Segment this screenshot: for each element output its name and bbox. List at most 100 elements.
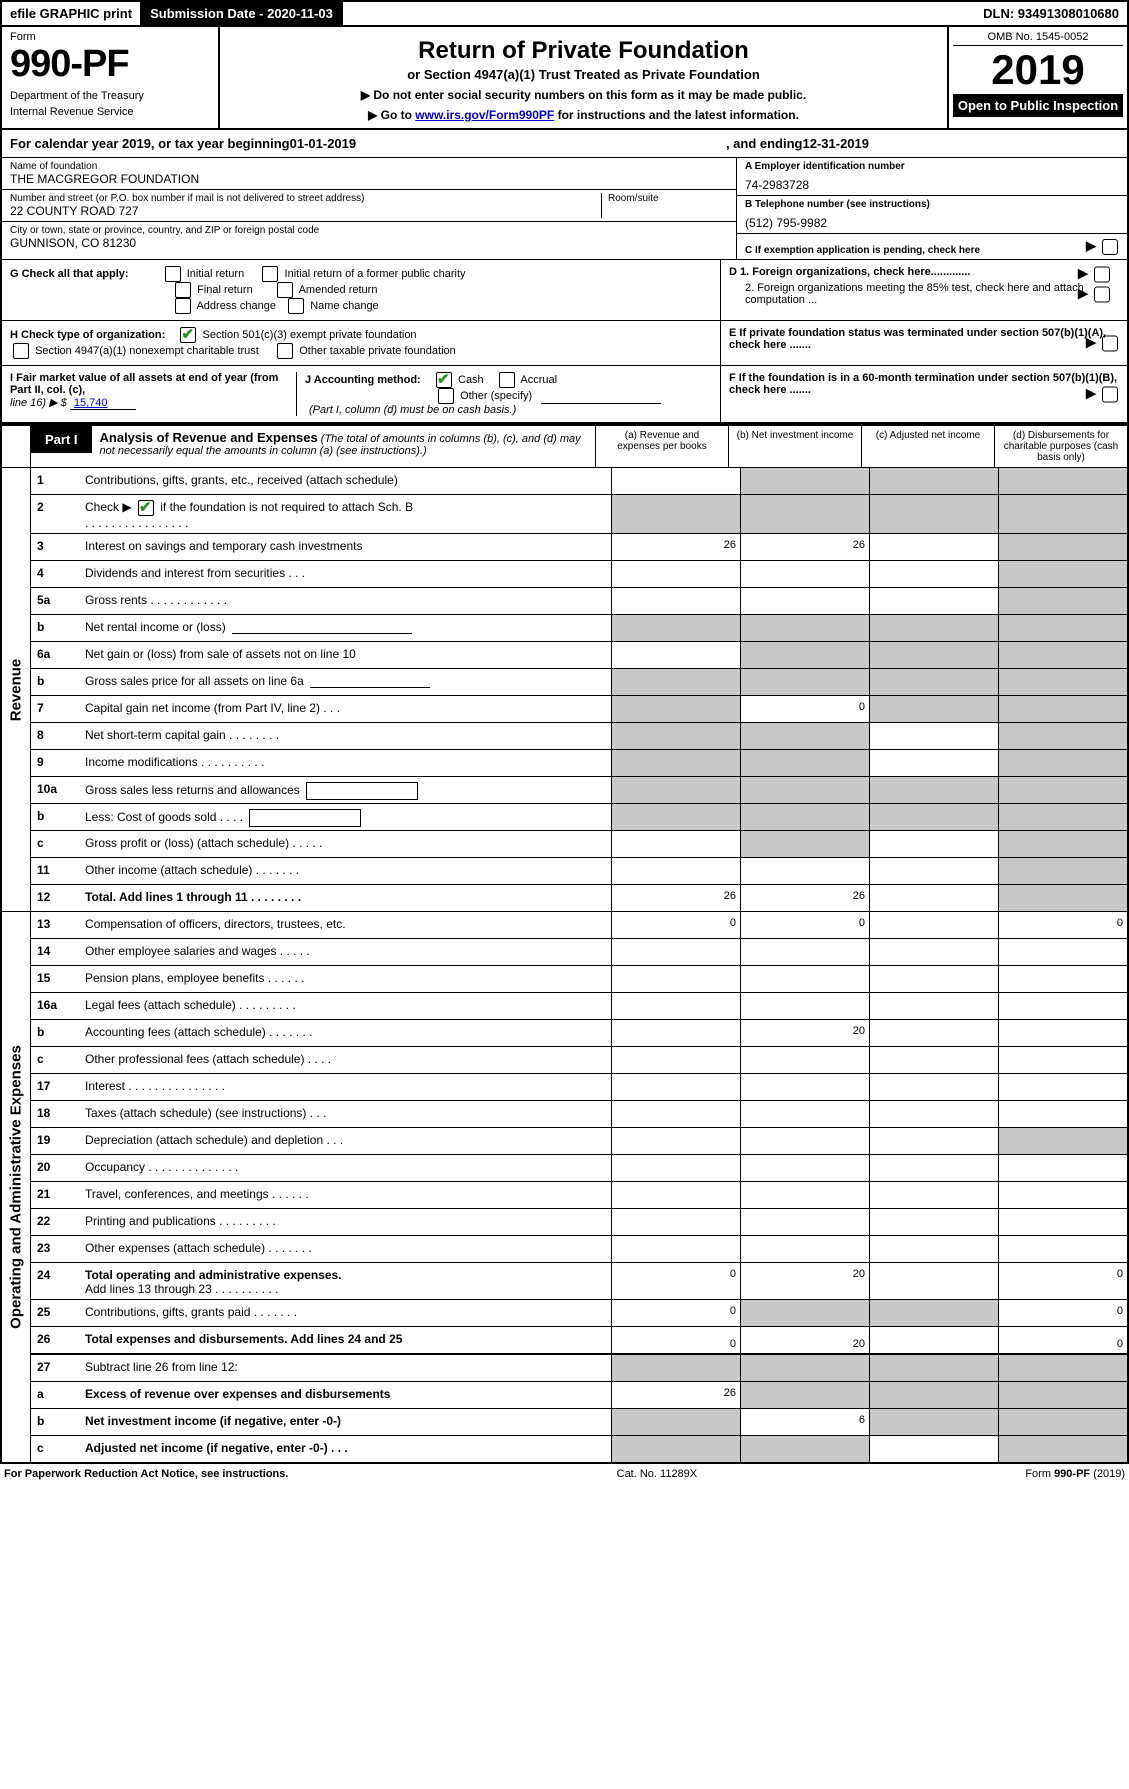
g-name-checkbox[interactable] (288, 298, 304, 314)
line-26-b: 20 (740, 1327, 869, 1353)
g-label: G Check all that apply: (10, 268, 129, 280)
line-3-desc: Interest on savings and temporary cash i… (83, 534, 611, 560)
ein-label: A Employer identification number (745, 161, 1119, 172)
line-27b-desc: Net investment income (if negative, ente… (83, 1409, 611, 1435)
exemption-checkbox[interactable] (1102, 239, 1118, 255)
form-title-block: Return of Private Foundation or Section … (220, 27, 947, 128)
city-label: City or town, state or province, country… (10, 225, 728, 236)
g-opt-5: Name change (310, 300, 379, 312)
line-25-a: 0 (611, 1300, 740, 1326)
h-other-checkbox[interactable] (277, 343, 293, 359)
submission-date: Submission Date - 2020-11-03 (142, 2, 343, 25)
city-cell: City or town, state or province, country… (2, 222, 736, 253)
line-15-desc: Pension plans, employee benefits . . . .… (83, 966, 611, 992)
dept-irs: Internal Revenue Service (10, 106, 210, 118)
revenue-section: Revenue 1Contributions, gifts, grants, e… (0, 468, 1129, 912)
efile-label: efile GRAPHIC print (2, 2, 142, 25)
line-13-num: 13 (31, 912, 83, 938)
line-26-a: 0 (611, 1327, 740, 1353)
form-header: Form 990-PF Department of the Treasury I… (0, 27, 1129, 130)
ein-value: 74-2983728 (745, 172, 1119, 192)
line-10a-num: 10a (31, 777, 83, 803)
j-cash-checkbox[interactable] (436, 372, 452, 388)
line-24-d: 0 (998, 1263, 1127, 1299)
line-12-b: 26 (740, 885, 869, 911)
tax-year: 2019 (953, 46, 1123, 94)
foundation-name-cell: Name of foundation THE MACGREGOR FOUNDAT… (2, 158, 736, 190)
line-16b-num: b (31, 1020, 83, 1046)
j-accrual-checkbox[interactable] (499, 372, 515, 388)
g-opt-0: Initial return (187, 268, 244, 280)
cal-pre: For calendar year 2019, or tax year begi… (10, 136, 290, 151)
line-3-a: 26 (611, 534, 740, 560)
j-label: J Accounting method: (305, 374, 421, 386)
dept-treasury: Department of the Treasury (10, 90, 210, 102)
line-2-checkbox[interactable] (138, 500, 154, 516)
f-checkbox[interactable] (1102, 387, 1118, 403)
line-10a-desc: Gross sales less returns and allowances (83, 777, 611, 803)
footer-left: For Paperwork Reduction Act Notice, see … (4, 1468, 288, 1480)
cal-begin: 01-01-2019 (290, 136, 357, 151)
line-4-num: 4 (31, 561, 83, 587)
j-other: Other (specify) (460, 390, 532, 402)
line-10b-desc: Less: Cost of goods sold . . . . (83, 804, 611, 830)
expenses-section: Operating and Administrative Expenses 13… (0, 912, 1129, 1464)
f-label: F If the foundation is in a 60-month ter… (729, 372, 1117, 396)
g-initial-checkbox[interactable] (165, 266, 181, 282)
form-number-block: Form 990-PF Department of the Treasury I… (2, 27, 220, 128)
col-d-head: (d) Disbursements for charitable purpose… (994, 426, 1127, 467)
line-20-desc: Occupancy . . . . . . . . . . . . . . (83, 1155, 611, 1181)
line-3-b: 26 (740, 534, 869, 560)
line-27a-a: 26 (611, 1382, 740, 1408)
d1-checkbox[interactable] (1094, 267, 1110, 283)
line-21-desc: Travel, conferences, and meetings . . . … (83, 1182, 611, 1208)
line-7-desc: Capital gain net income (from Part IV, l… (83, 696, 611, 722)
i-label: I Fair market value of all assets at end… (10, 372, 278, 396)
line-10c-num: c (31, 831, 83, 857)
line-27c-num: c (31, 1436, 83, 1462)
line-21-num: 21 (31, 1182, 83, 1208)
d2-checkbox[interactable] (1094, 287, 1110, 303)
h-opt3: Other taxable private foundation (299, 345, 456, 357)
line-14-num: 14 (31, 939, 83, 965)
open-public: Open to Public Inspection (953, 94, 1123, 117)
name-label: Name of foundation (10, 161, 728, 172)
h-opt1: Section 501(c)(3) exempt private foundat… (203, 329, 417, 341)
line-6b-num: b (31, 669, 83, 695)
line-8-num: 8 (31, 723, 83, 749)
line-5b-num: b (31, 615, 83, 641)
line-2-num: 2 (31, 495, 83, 533)
phone-label: B Telephone number (see instructions) (745, 199, 1119, 210)
line-18-num: 18 (31, 1101, 83, 1127)
line-16a-desc: Legal fees (attach schedule) . . . . . .… (83, 993, 611, 1019)
d2-label: 2. Foreign organizations meeting the 85%… (745, 282, 1084, 306)
g-address-checkbox[interactable] (175, 298, 191, 314)
instr-goto-pre: ▶ Go to (368, 108, 415, 122)
h-opt2: Section 4947(a)(1) nonexempt charitable … (35, 345, 259, 357)
line-24-b: 20 (740, 1263, 869, 1299)
line-24-desc: Total operating and administrative expen… (83, 1263, 611, 1299)
line-22-num: 22 (31, 1209, 83, 1235)
addr-value: 22 COUNTY ROAD 727 (10, 204, 601, 218)
line-7-num: 7 (31, 696, 83, 722)
line-16c-num: c (31, 1047, 83, 1073)
line-16a-num: 16a (31, 993, 83, 1019)
g-amended-checkbox[interactable] (277, 282, 293, 298)
line-24-a: 0 (611, 1263, 740, 1299)
col-c-head: (c) Adjusted net income (861, 426, 994, 467)
g-opt-4: Address change (196, 300, 276, 312)
g-final-checkbox[interactable] (175, 282, 191, 298)
h-501c3-checkbox[interactable] (180, 327, 196, 343)
line-5a-num: 5a (31, 588, 83, 614)
footer-mid: Cat. No. 11289X (617, 1468, 698, 1480)
g-opt-2: Final return (197, 284, 253, 296)
j-other-checkbox[interactable] (438, 388, 454, 404)
line-10c-desc: Gross profit or (loss) (attach schedule)… (83, 831, 611, 857)
line-25-d: 0 (998, 1300, 1127, 1326)
addr-label: Number and street (or P.O. box number if… (10, 193, 601, 204)
h-4947-checkbox[interactable] (13, 343, 29, 359)
instr-ssn: ▶ Do not enter social security numbers o… (228, 88, 939, 102)
irs-link[interactable]: www.irs.gov/Form990PF (415, 108, 554, 122)
e-checkbox[interactable] (1102, 336, 1118, 352)
g-initial-public-checkbox[interactable] (262, 266, 278, 282)
